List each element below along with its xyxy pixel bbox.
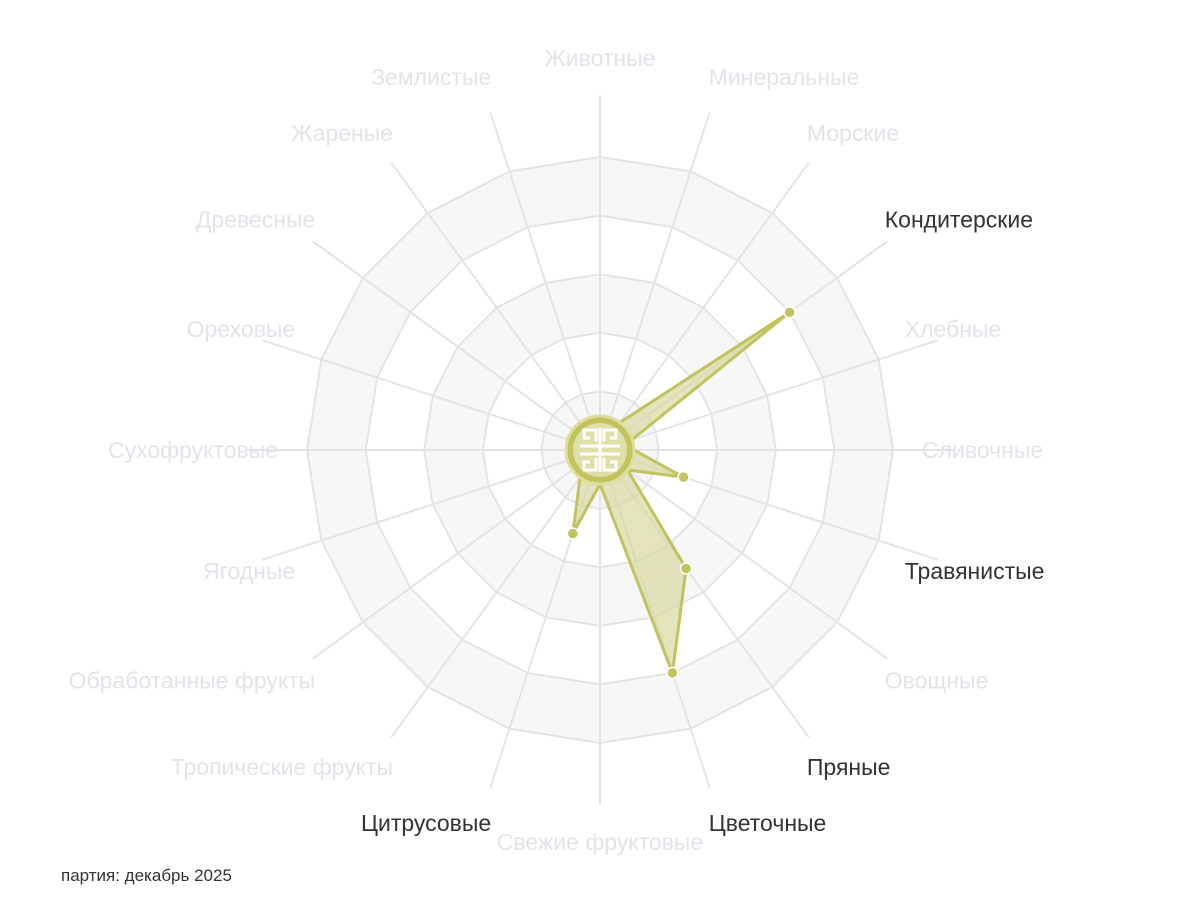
shou-longevity-symbol-icon <box>573 423 627 477</box>
axis-label: Овощные <box>885 667 989 693</box>
axis-label: Пряные <box>807 754 891 780</box>
axis-line <box>312 240 601 451</box>
axis-label: Кондитерские <box>885 207 1033 233</box>
axis-line <box>262 339 601 451</box>
axis-line <box>390 449 601 738</box>
axis-line <box>312 449 601 660</box>
axis-line <box>599 339 938 451</box>
symbol-stroke <box>582 428 598 442</box>
axis-label: Животные <box>545 45 656 71</box>
axis-label: Ягодные <box>203 558 295 584</box>
data-point <box>679 562 693 575</box>
axis-label: Сливочные <box>922 437 1043 463</box>
axis-label: Минеральные <box>709 64 860 90</box>
batch-footnote: партия: декабрь 2025 <box>61 866 232 885</box>
axis-label: Древесные <box>196 207 315 233</box>
axis-label: Цветочные <box>709 810 827 836</box>
axis-label: Свежие фруктовые <box>497 829 703 855</box>
axis-label: Сухофруктовые <box>108 437 278 463</box>
axis-label: Травянистые <box>905 558 1045 584</box>
axis-label: Морские <box>807 120 899 146</box>
data-point <box>566 527 580 540</box>
axis-label: Цитрусовые <box>361 810 491 836</box>
axis-line <box>489 112 601 451</box>
data-point <box>783 305 796 319</box>
axis-line <box>599 449 888 660</box>
axis-label: Обработанные фрукты <box>69 667 316 693</box>
axis-label: Ореховые <box>187 316 296 342</box>
axis-label: Землистые <box>371 64 491 90</box>
data-point <box>666 666 679 680</box>
axis-line <box>599 162 810 451</box>
axis-line <box>390 162 601 451</box>
axis-label: Хлебные <box>905 316 1002 342</box>
axis-label: Жареные <box>291 120 393 146</box>
symbol-stroke <box>602 458 618 472</box>
axis-line <box>262 449 601 561</box>
symbol-stroke <box>602 428 618 442</box>
axis-line <box>599 112 711 451</box>
data-point <box>677 470 690 484</box>
axis-label: Тропические фрукты <box>171 754 393 780</box>
symbol-stroke <box>582 458 598 472</box>
